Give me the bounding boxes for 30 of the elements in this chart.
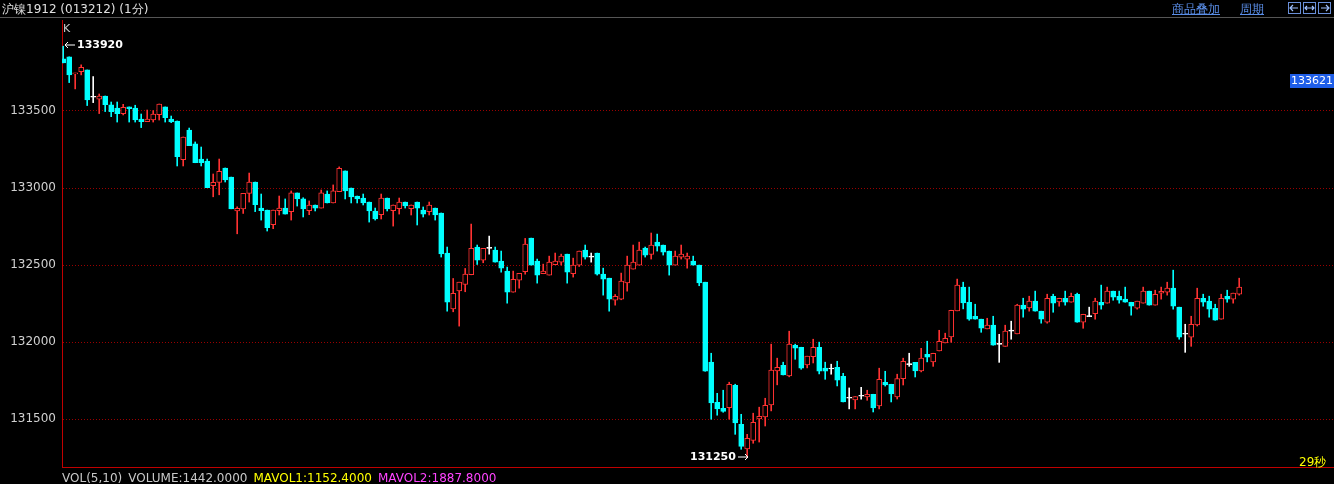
text: MAVOL2:1887.8000 [377, 471, 497, 484]
candlestick [1158, 286, 1165, 300]
y-tick-label: 133000 [10, 180, 56, 195]
candlestick [1008, 320, 1015, 340]
text: VOLUME:1442.0000 [128, 471, 248, 484]
candlestick [588, 252, 595, 263]
text: 133621 [1290, 74, 1334, 88]
text: VOL(5,10) [62, 471, 123, 484]
text: 商品叠加 [1172, 2, 1220, 16]
y-tick-label: 133500 [10, 103, 56, 118]
annotation: 133920 [77, 38, 123, 52]
y-tick-label: 131500 [10, 411, 56, 426]
annotation: K [63, 22, 71, 36]
chart-title: 沪镍1912 (013212) (1分) [2, 2, 149, 16]
candlestick [210, 173, 217, 198]
candlestick [846, 387, 853, 410]
candlestick [924, 340, 931, 363]
candlestick [1182, 323, 1189, 353]
y-tick-label: 132000 [10, 334, 56, 349]
y-tick-label: 132500 [10, 257, 56, 272]
candlestick [996, 333, 1003, 363]
text: MAVOL1:1152.4000 [253, 471, 372, 484]
candlestick [96, 93, 103, 114]
text: 29秒 [1299, 455, 1327, 469]
candlestick [90, 76, 97, 103]
candlestick [858, 386, 865, 400]
annotation: 131250 [690, 450, 736, 464]
candlestick [828, 363, 835, 375]
candlestick [72, 72, 79, 90]
text: 周期 [1240, 2, 1264, 16]
